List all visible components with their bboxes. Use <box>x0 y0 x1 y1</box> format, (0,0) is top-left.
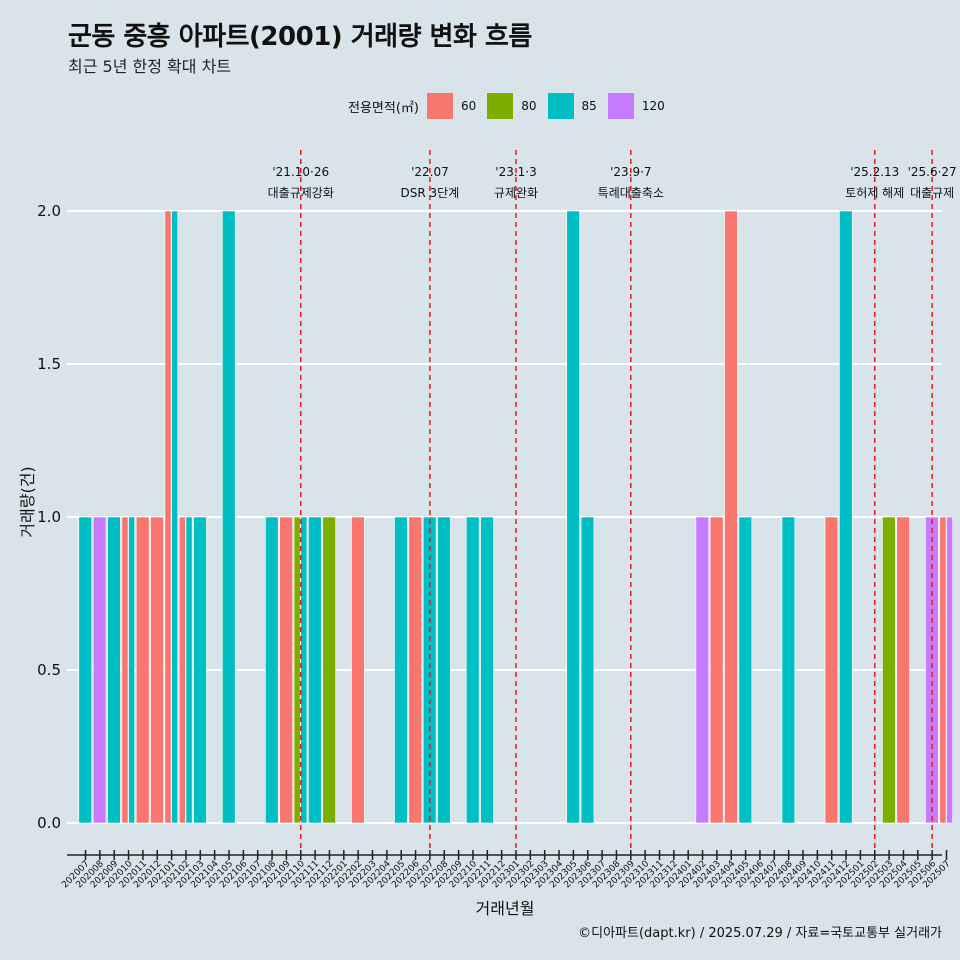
bar-60-202202 <box>351 516 365 824</box>
y-axis-title: 거래량(건) <box>18 466 37 537</box>
event-date-label: '25.2.13 <box>850 165 899 179</box>
legend-item-120: 120 <box>607 93 665 119</box>
bar-85-202009 <box>107 516 121 824</box>
event-date-label: '22.07 <box>411 165 449 179</box>
event-date-label: '23.9·7 <box>610 165 651 179</box>
legend-label-120: 120 <box>641 99 665 113</box>
bar-85-202010 <box>128 516 136 824</box>
bar-60-202411 <box>824 516 839 824</box>
bar-120-202507 <box>946 516 953 824</box>
event-date-label: '23.1·3 <box>495 165 536 179</box>
event-label: DSR 3단계 <box>401 186 460 200</box>
bar-85-202408 <box>781 516 796 824</box>
bar-60-202403 <box>709 516 724 824</box>
bar-80-202112 <box>322 516 336 824</box>
bar-85-202102 <box>185 516 193 824</box>
bar-85-202108 <box>265 516 279 824</box>
bar-85-202305 <box>566 210 580 824</box>
x-axis-title: 거래년월 <box>476 899 535 918</box>
bar-80-202110 <box>293 516 301 824</box>
bar-60-202101 <box>164 210 172 824</box>
bar-60-202404 <box>724 210 738 824</box>
bar-60-202010 <box>121 516 129 824</box>
legend-title: 전용면적(㎡) <box>348 100 419 116</box>
legend-swatch-80 <box>487 93 514 119</box>
chart-subtitle: 최근 5년 한정 확대 차트 <box>68 57 232 76</box>
bar-85-202101 <box>171 210 179 824</box>
y-tick-label: 2.0 <box>37 202 61 220</box>
bar-85-202007 <box>78 516 92 824</box>
bar-85-202211 <box>480 516 494 824</box>
event-label: 특례대출축소 <box>598 186 664 200</box>
bar-85-202412 <box>839 210 853 824</box>
legend-label-80: 80 <box>521 99 537 113</box>
legend-swatch-120 <box>607 93 634 119</box>
legend: 전용면적(㎡) 60 80 85 120 <box>348 93 676 119</box>
source-caption: ©디아파트(dapt.kr) / 2025.07.29 / 자료=국토교통부 실… <box>578 926 942 941</box>
bar-60-202011 <box>135 516 150 824</box>
bar-85-202208 <box>437 516 451 824</box>
bar-85-202306 <box>580 516 595 824</box>
bar-85-202110 <box>300 516 308 824</box>
bar-85-202105 <box>222 210 236 824</box>
bar-85-202111 <box>308 516 322 824</box>
event-label: 대출규제 <box>910 186 954 200</box>
bar-60-202504 <box>896 516 910 824</box>
legend-item-60: 60 <box>426 93 477 119</box>
bar-60-202109 <box>279 516 293 824</box>
event-label: 대출규제강화 <box>268 186 334 200</box>
bar-60-202206 <box>408 516 423 824</box>
chart-title: 군동 중흥 아파트(2001) 거래량 변화 흐름 <box>68 22 532 52</box>
y-tick-label: 0.0 <box>37 814 61 832</box>
legend-label-60: 60 <box>460 99 477 113</box>
bar-60-202507 <box>939 516 947 824</box>
bar-120-202506 <box>925 516 939 824</box>
event-date-label: '25.6·27 <box>908 165 957 179</box>
legend-item-85: 85 <box>547 93 597 119</box>
legend-swatch-60 <box>426 93 453 119</box>
y-tick-label: 0.5 <box>37 661 61 679</box>
bar-80-202503 <box>882 516 896 824</box>
bar-60-202102 <box>178 516 186 824</box>
legend-item-80: 80 <box>487 93 537 119</box>
bar-60-202012 <box>150 516 164 824</box>
event-label: 토허제 해제 <box>845 186 904 200</box>
bar-85-202103 <box>193 516 207 824</box>
bar-120-202402 <box>695 516 710 824</box>
event-label: 규제완화 <box>494 186 538 200</box>
event-date-label: '21.10·26 <box>272 165 329 179</box>
bar-85-202205 <box>394 516 408 824</box>
bar-85-202207 <box>422 516 437 824</box>
y-tick-label: 1.5 <box>37 355 61 373</box>
bar-120-202008 <box>92 516 107 824</box>
y-tick-label: 1.0 <box>37 508 61 526</box>
legend-label-85: 85 <box>581 99 597 113</box>
bar-85-202210 <box>465 516 480 824</box>
bar-85-202405 <box>738 516 753 824</box>
legend-swatch-85 <box>547 93 574 119</box>
